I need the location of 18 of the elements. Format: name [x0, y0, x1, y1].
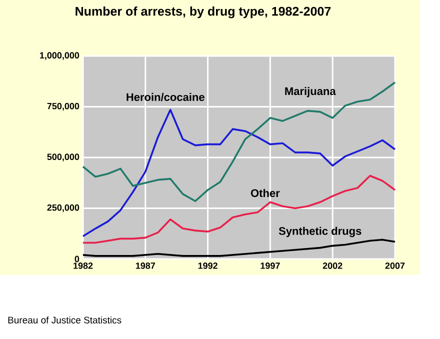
series-label: Other — [250, 188, 280, 198]
y-tick-label: 250,000 — [47, 204, 80, 212]
series-label: Marijuana — [285, 87, 336, 98]
series-label: Heroin/cocaine — [126, 92, 204, 102]
y-tick-label: 750,000 — [47, 102, 80, 111]
x-tick-label: 1997 — [260, 262, 280, 269]
line-series — [82, 174, 396, 244]
x-tick-label: 2002 — [322, 262, 342, 269]
x-tick-label: 1982 — [74, 262, 93, 269]
chart-title: Number of arrests, by drug type, 1982-2007 — [76, 6, 331, 18]
y-tick-label: 500,000 — [47, 154, 80, 162]
y-tick-label: 0 — [74, 256, 80, 262]
y-tick-label: 1,000,000 — [40, 52, 80, 60]
series-label: Synthetic drugs — [278, 226, 362, 238]
text: Bureau of Justice Statistics — [8, 316, 122, 324]
x-tick-label: 1987 — [136, 262, 156, 269]
x-tick-label: 2007 — [385, 262, 405, 269]
x-tick-label: 1992 — [198, 262, 218, 269]
